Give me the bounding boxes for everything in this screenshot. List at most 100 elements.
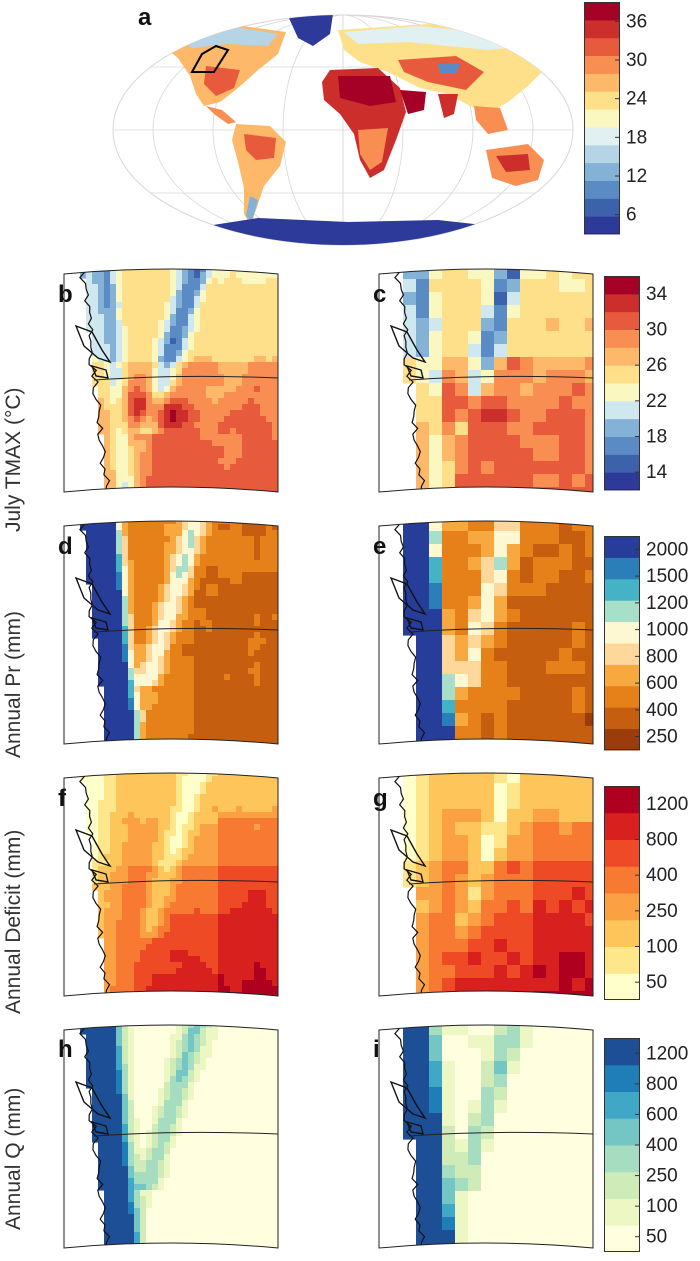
colorbar-tick-label: 2000 — [646, 539, 688, 560]
map-b-tmax-fine — [63, 268, 279, 493]
border-line — [408, 879, 593, 885]
row-label-precip: Annual Pr (mm) — [2, 610, 25, 758]
raster-field — [403, 269, 593, 492]
colorbar-swatch — [604, 418, 640, 437]
border-line — [93, 375, 278, 381]
panel-label-b: b — [58, 281, 73, 308]
colorbar-swatch — [604, 329, 640, 348]
colorbar-swatch — [604, 866, 640, 894]
island-outlines — [389, 324, 427, 379]
colorbar-swatch — [604, 536, 640, 558]
colorbar-frame — [604, 786, 640, 1000]
colorbar-frame — [584, 2, 620, 234]
map-frame — [378, 268, 594, 493]
colorbar-tick-label: 250 — [646, 901, 678, 922]
colorbar-tick-label: 36 — [626, 11, 647, 32]
colorbar-tick-label: 50 — [646, 1227, 667, 1248]
colorbar-tick-label: 34 — [646, 284, 668, 305]
colorbar-tick-label: 18 — [626, 127, 647, 148]
map-frame — [63, 772, 279, 997]
coastline — [79, 269, 111, 492]
colorbar-swatch — [584, 73, 620, 92]
colorbar-swatch — [604, 454, 640, 473]
border-line — [93, 627, 278, 633]
colorbar-deficit: 1200 800 400 250 100 50 — [604, 786, 688, 1001]
island-outlines — [389, 1080, 427, 1135]
island-outlines — [389, 576, 427, 631]
coastline — [394, 521, 426, 744]
colorbar-swatch — [604, 1198, 640, 1226]
colorbar-tick-label: 1200 — [646, 794, 688, 815]
colorbar-swatch — [604, 973, 640, 1001]
colorbar-swatch — [584, 216, 620, 235]
colorbar-tick-label: 800 — [646, 646, 678, 667]
raster-field — [403, 1025, 593, 1248]
map-frame — [378, 520, 594, 745]
colorbar-tick-label: 100 — [646, 1196, 678, 1217]
colorbar-swatch — [604, 812, 640, 840]
colorbar-tick-label: 400 — [646, 865, 678, 886]
colorbar-swatch — [584, 19, 620, 39]
colorbar-frame — [604, 276, 640, 490]
colorbar-swatch — [604, 707, 640, 730]
colorbar-swatch — [584, 91, 620, 110]
colorbar-tick-label: 12 — [626, 166, 647, 187]
colorbar-swatch — [604, 919, 640, 947]
colorbar-runoff: 1200 800 600 400 250 100 50 — [604, 1038, 688, 1253]
island-outlines — [74, 576, 112, 631]
colorbar-tick-label: 30 — [626, 50, 647, 71]
colorbar-tmax: 34 30 26 22 18 14 — [604, 276, 668, 491]
colorbar-tick-label: 6 — [626, 205, 637, 226]
raster-field — [80, 521, 278, 744]
colorbar-swatch — [604, 600, 640, 623]
colorbar-swatch — [604, 436, 640, 455]
colorbar-swatch — [604, 1038, 640, 1066]
colorbar-swatch — [604, 311, 640, 330]
colorbar-tick-label: 600 — [646, 1104, 678, 1125]
row-label-deficit: Annual Deficit (mm) — [2, 829, 25, 1014]
colorbar-swatch — [604, 1145, 640, 1173]
panel-label-e: e — [373, 533, 387, 560]
map-frame — [63, 1024, 279, 1249]
colorbar-swatch — [584, 144, 620, 164]
island-outlines — [74, 324, 112, 379]
colorbar-swatch — [604, 946, 640, 974]
colorbar-swatch — [604, 893, 640, 921]
coastline — [79, 1025, 111, 1248]
colorbar-tick-label: 1500 — [646, 566, 688, 587]
colorbar-swatch — [584, 126, 620, 146]
colorbar-tick-label: 400 — [646, 700, 678, 721]
colorbar-swatch — [604, 643, 640, 665]
island-outlines — [389, 828, 427, 883]
panel-label-d: d — [58, 533, 73, 560]
colorbar-tick-label: 600 — [646, 673, 678, 694]
colorbar-swatch — [604, 400, 640, 420]
colorbar-swatch — [604, 347, 640, 366]
map-frame — [378, 1024, 594, 1249]
colorbar-swatch — [584, 198, 620, 217]
coastline — [394, 1025, 426, 1248]
colorbar-swatch — [604, 276, 640, 295]
colorbar-tick-label: 1200 — [646, 1043, 688, 1064]
colorbar-swatch — [604, 728, 640, 751]
colorbar-world-tmax: 36 30 24 18 12 6 — [584, 2, 648, 235]
coastline — [79, 773, 111, 996]
panel-label-c: c — [373, 281, 387, 308]
colorbar-swatch — [584, 162, 620, 181]
greenland — [288, 15, 333, 46]
colorbar-swatch — [604, 685, 640, 708]
colorbar-swatch — [604, 839, 640, 867]
colorbar-swatch — [584, 55, 620, 74]
panel-label-h: h — [58, 1036, 73, 1063]
colorbar-tick-label: 24 — [626, 89, 648, 110]
colorbar-swatch — [604, 472, 640, 491]
colorbar-swatch — [604, 578, 640, 601]
colorbar-tick-label: 100 — [646, 937, 678, 958]
colorbar-tick-label: 400 — [646, 1135, 678, 1156]
colorbar-swatch — [584, 2, 620, 21]
border-line — [408, 1131, 593, 1137]
coastline — [79, 521, 111, 744]
colorbar-swatch — [604, 786, 640, 814]
map-frame — [63, 520, 279, 745]
panel-label-f: f — [58, 785, 66, 812]
